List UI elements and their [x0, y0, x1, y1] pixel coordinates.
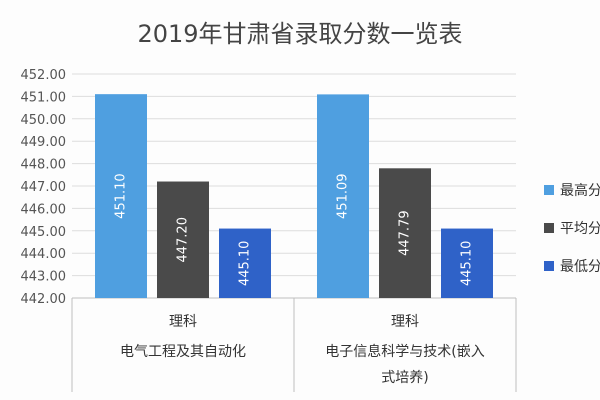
- chart-title: 2019年甘肃省录取分数一览表: [137, 20, 463, 48]
- data-label: 445.10: [238, 241, 253, 287]
- legend-swatch: [544, 223, 554, 233]
- y-tick-label: 445.00: [21, 225, 67, 240]
- legend-swatch: [544, 185, 554, 195]
- bar-max: [95, 94, 147, 298]
- category-label: 式培养): [381, 370, 428, 386]
- y-tick-label: 451.00: [21, 90, 67, 105]
- data-label: 445.10: [460, 241, 475, 287]
- bar-avg: [379, 168, 431, 298]
- y-tick-label: 448.00: [21, 158, 67, 173]
- y-tick-label: 447.00: [21, 180, 67, 195]
- data-label: 451.09: [336, 173, 351, 219]
- legend-swatch: [544, 261, 554, 271]
- category-group-label: 理科: [391, 314, 419, 330]
- data-label: 451.10: [114, 173, 129, 219]
- legend-label: 平均分: [560, 221, 600, 237]
- bar-min: [441, 228, 493, 298]
- legend-label: 最低分: [560, 259, 600, 275]
- y-tick-label: 443.00: [21, 270, 67, 285]
- y-tick-label: 442.00: [21, 292, 67, 307]
- legend-label: 最高分: [560, 182, 600, 199]
- y-tick-label: 446.00: [21, 202, 67, 217]
- bar-min: [219, 228, 271, 298]
- category-group-label: 理科: [169, 314, 197, 330]
- category-label: 电子信息科学与技术(嵌入: [325, 343, 484, 360]
- category-label: 电气工程及其自动化: [120, 344, 246, 360]
- y-tick-label: 452.00: [21, 68, 67, 83]
- y-tick-label: 450.00: [21, 113, 67, 128]
- y-tick-label: 444.00: [21, 247, 67, 262]
- data-label: 447.79: [398, 210, 413, 256]
- bar-max: [317, 94, 369, 298]
- data-label: 447.20: [176, 217, 191, 263]
- bar-avg: [157, 181, 209, 298]
- y-tick-label: 449.00: [21, 135, 67, 150]
